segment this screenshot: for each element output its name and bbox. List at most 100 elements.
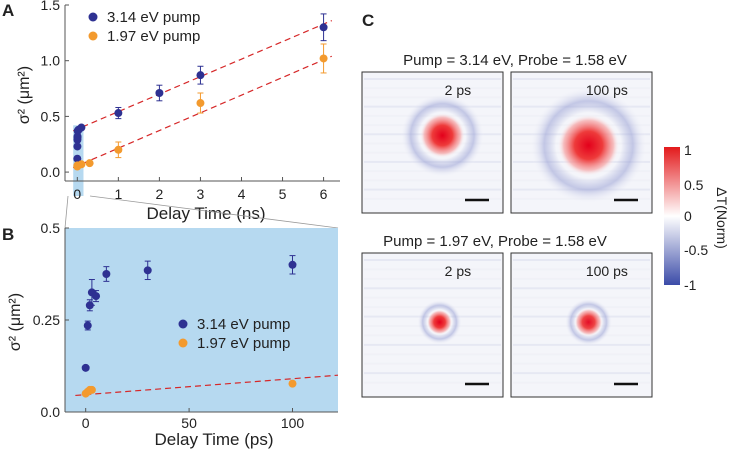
- panel-c-letter: C: [362, 11, 374, 30]
- image-tile: 2 ps: [361, 252, 504, 398]
- chart-a: 0 1 2 3 4 5 6 0.0 0.5 1.0 1.5 Delay Time (ns) σ² (…: [16, 0, 340, 223]
- chart-a-xtick-label: 1: [114, 186, 122, 202]
- image-noise-row: [513, 353, 650, 356]
- chart-a-point-blue: [114, 109, 123, 118]
- chart-b-point-blue: [83, 321, 92, 330]
- chart-a-legend-marker-blue: [88, 12, 98, 22]
- chart-b-point-blue: [288, 260, 297, 269]
- image-noise-row: [364, 78, 501, 80]
- colorbar-gradient: [664, 147, 680, 285]
- image-noise-row: [364, 353, 501, 356]
- chart-b-fit-line-1: [75, 374, 339, 397]
- colorbar-tick-neg1: -1: [684, 277, 697, 293]
- image-noise-row: [513, 372, 650, 375]
- zoom-connector-right: [89, 195, 339, 229]
- chart-b-ytick-label: 0.0: [41, 404, 61, 420]
- image-noise-row: [513, 296, 650, 299]
- zoom-connector-left: [64, 195, 69, 229]
- chart-b-point-orange: [87, 385, 96, 394]
- row2-title: Pump = 1.97 eV, Probe = 1.58 eV: [383, 233, 607, 250]
- chart-b-ylabel: σ² (μm²): [7, 293, 24, 351]
- image-noise-row: [364, 343, 501, 346]
- chart-b-point-orange: [288, 379, 297, 388]
- chart-a-point-orange: [85, 159, 94, 168]
- chart-a-ytick-label: 0.0: [41, 164, 61, 180]
- chart-b-legend-marker-blue: [178, 319, 188, 329]
- chart-a-xtick-label: 0: [73, 186, 81, 202]
- chart-b-point-blue: [81, 363, 90, 372]
- image-noise-row: [364, 179, 501, 182]
- chart-a-point-orange: [196, 99, 205, 108]
- image-noise-row: [364, 268, 501, 271]
- chart-a-xlabel: Delay Time (ns): [146, 204, 265, 223]
- row1-title: Pump = 3.14 eV, Probe = 1.58 eV: [403, 52, 627, 69]
- colorbar-label: ΔT(Norm): [714, 187, 730, 248]
- colorbar: 1 0.5 0 -0.5 -1 ΔT(Norm): [664, 142, 730, 293]
- chart-a-point-orange: [114, 145, 123, 154]
- panel-c: Pump = 3.14 eV, Probe = 1.58 eV Pump = 1…: [361, 52, 730, 398]
- chart-a-legend-label-blue: 3.14 eV pump: [107, 9, 200, 26]
- chart-a-xtick-label: 5: [279, 186, 287, 202]
- colorbar-tick-1: 1: [684, 142, 692, 158]
- chart-a-ytick-label: 0.5: [41, 108, 61, 124]
- image-noise-row: [364, 296, 501, 299]
- image-noise-row: [364, 381, 501, 384]
- image-noise-row: [364, 287, 501, 290]
- chart-b-xtick-label: 100: [281, 415, 305, 431]
- chart-a-legend: 3.14 eV pump 1.97 eV pump: [88, 9, 200, 45]
- chart-a-xtick-label: 3: [197, 186, 205, 202]
- image-tile-label: 100 ps: [586, 82, 628, 98]
- chart-a-point-orange: [319, 54, 328, 63]
- chart-a-ytick-label: 1.5: [41, 0, 61, 13]
- chart-b-legend: 3.14 eV pump 1.97 eV pump: [178, 316, 290, 352]
- image-noise-row: [364, 372, 501, 375]
- image-noise-row: [513, 277, 650, 280]
- image-red-spot: [426, 309, 453, 335]
- panel-a-letter: A: [2, 1, 14, 20]
- chart-b-xtick-label: 50: [181, 415, 197, 431]
- image-tile-label: 2 ps: [445, 82, 471, 98]
- chart-b-ytick-label: 0.25: [33, 312, 60, 328]
- image-noise-row: [513, 78, 650, 80]
- chart-b-xtick-label: 0: [82, 415, 90, 431]
- image-tile: 2 ps: [361, 71, 504, 214]
- chart-b: 0 50 100 0.0 0.25 0.5 Delay Time (ps) σ² (μm²…: [7, 220, 339, 449]
- chart-b-point-blue: [102, 270, 111, 278]
- image-noise-row: [364, 87, 501, 90]
- chart-b-legend-label-orange: 1.97 eV pump: [197, 335, 290, 352]
- chart-a-ytick-label: 1.0: [41, 53, 61, 69]
- chart-b-ytick-label: 0.5: [41, 220, 61, 236]
- chart-a-point-blue: [196, 71, 205, 80]
- image-tile-label: 100 ps: [586, 263, 628, 279]
- colorbar-tick-0.5: 0.5: [684, 177, 704, 193]
- chart-b-point-blue: [143, 266, 152, 275]
- image-noise-row: [513, 259, 650, 261]
- panel-b-letter: B: [2, 225, 14, 244]
- image-tile: 100 ps: [510, 252, 653, 398]
- chart-a-point-blue: [77, 123, 86, 132]
- image-tile: 100 ps: [510, 71, 653, 214]
- image-tile-label: 2 ps: [445, 263, 471, 279]
- image-noise-row: [364, 197, 501, 200]
- image-noise-row: [364, 277, 501, 280]
- chart-a-point-blue: [155, 89, 164, 97]
- image-noise-row: [364, 188, 501, 191]
- chart-a-xtick-label: 4: [238, 186, 246, 202]
- image-noise-row: [513, 287, 650, 290]
- chart-a-ylabel: σ² (μm²): [16, 66, 33, 124]
- chart-a-point-blue: [73, 142, 82, 151]
- image-red-spot: [419, 112, 465, 159]
- image-red-spot: [557, 114, 620, 177]
- image-noise-row: [513, 362, 650, 365]
- image-red-spot: [574, 308, 603, 337]
- image-noise-row: [364, 259, 501, 261]
- chart-a-point-blue: [73, 154, 82, 163]
- chart-b-point-blue: [92, 292, 101, 301]
- chart-b-legend-marker-orange: [178, 338, 188, 348]
- image-noise-row: [513, 381, 650, 384]
- image-noise-row: [364, 362, 501, 365]
- image-noise-row: [513, 268, 650, 271]
- colorbar-tick-neg0.5: -0.5: [684, 242, 708, 258]
- chart-a-xtick-label: 2: [156, 186, 164, 202]
